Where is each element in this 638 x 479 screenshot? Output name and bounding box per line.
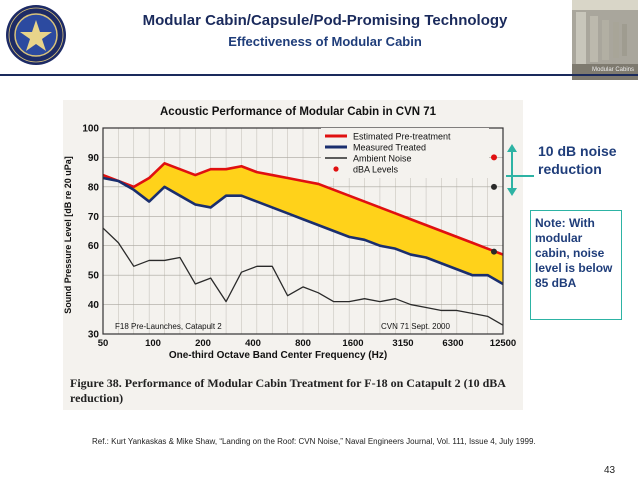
measured-treated-line (102, 176, 504, 286)
x-tick-label: 12500 (490, 338, 516, 349)
y-tick-label: 70 (88, 212, 100, 223)
y-tick-label: 100 (82, 124, 99, 135)
x-axis-label: One-third Octave Band Center Frequency (… (169, 350, 387, 361)
x-tick-label: 1600 (342, 338, 363, 349)
legend-dba-marker (333, 166, 339, 172)
y-tick-label: 90 (88, 153, 100, 164)
legend-box (321, 128, 489, 178)
reduction-label: 10 dB noise reduction (538, 143, 617, 177)
y-tick-label: 60 (88, 241, 100, 252)
annotation-cvn71: CVN 71 Sept. 2000 (381, 322, 450, 331)
legend-label: Ambient Noise (353, 154, 412, 164)
reference-citation: Ref.: Kurt Yankaskas & Mike Shaw, “Landi… (92, 437, 536, 446)
noise-reduction-fill (103, 163, 503, 284)
page-number: 43 (604, 465, 616, 476)
ambient-noise-line (102, 227, 504, 326)
annotation-f18: F18 Pre-Launches, Catapult 2 (115, 322, 222, 331)
dba-level-marker (491, 248, 497, 255)
y-axis-label: Sound Pressure Level [dB re 20 uPa] (63, 156, 73, 314)
y-tick-label: 80 (88, 182, 100, 193)
x-tick-label: 3150 (392, 338, 413, 349)
legend-label: Measured Treated (353, 143, 426, 153)
figure-number: Figure 38. (70, 376, 122, 390)
estimated-pretreatment-line (102, 162, 504, 256)
acoustic-chart: 30 40 50 60 70 80 90 100 50 100 200 400 800 1600 3150 6… (63, 100, 523, 410)
legend-label: Estimated Pre-treatment (353, 132, 451, 142)
modular-cabin-photo: Modular Cabins (572, 0, 638, 80)
header-rule (0, 74, 638, 76)
x-tick-label: 400 (245, 338, 261, 349)
chart-title: Acoustic Performance of Modular Cabin in… (160, 106, 437, 118)
dba-level-marker (491, 154, 497, 161)
legend-label: dBA Levels (353, 165, 399, 175)
y-tick-label: 30 (88, 330, 100, 341)
dba-level-marker (491, 183, 497, 190)
x-tick-label: 800 (295, 338, 311, 349)
figure-caption: Figure 38. Performance of Modular Cabin … (70, 376, 525, 406)
note-box: Note: With modular cabin, noise level is… (530, 210, 622, 320)
figure-caption-text: Performance of Modular Cabin Treatment f… (70, 376, 506, 405)
y-tick-label: 40 (88, 300, 100, 311)
x-tick-label: 50 (98, 338, 109, 349)
x-tick-label: 100 (145, 338, 161, 349)
y-tick-label: 50 (88, 271, 100, 282)
reduction-arrow-icon (506, 144, 534, 196)
x-tick-label: 6300 (442, 338, 463, 349)
photo-caption: Modular Cabins (592, 67, 635, 73)
dod-seal-icon (5, 4, 67, 66)
slide-subtitle: Effectiveness of Modular Cabin (228, 34, 422, 49)
x-tick-label: 200 (195, 338, 211, 349)
slide-title: Modular Cabin/Capsule/Pod-Promising Tech… (142, 12, 508, 29)
